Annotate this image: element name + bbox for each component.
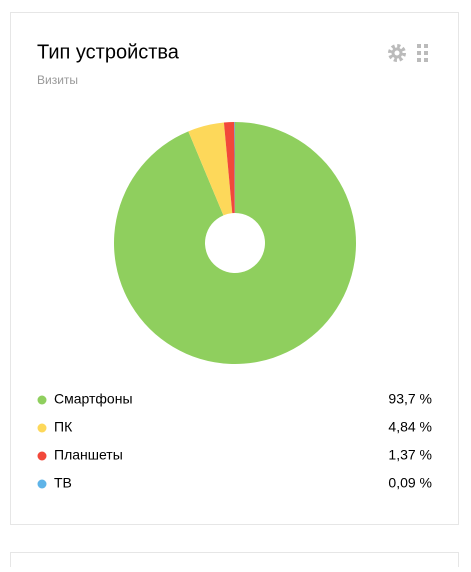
settings-icon[interactable] <box>388 44 406 62</box>
legend-value: 1,37 % <box>388 447 432 463</box>
legend-value: 93,7 % <box>388 391 432 407</box>
pie-slice <box>223 122 235 214</box>
widget-subtitle: Визиты <box>37 73 78 87</box>
pie-slice <box>234 122 235 214</box>
legend-marker <box>37 423 47 433</box>
legend-value: 4,84 % <box>388 419 432 435</box>
widget-card <box>10 12 459 525</box>
legend-marker <box>37 395 47 405</box>
drag-icon[interactable] <box>417 44 428 62</box>
legend-label: Планшеты <box>54 447 123 463</box>
legend: Смартфоны 93,7 % ПК 4,84 % Планшеты 1,37 % ТВ 0… <box>37 391 432 491</box>
next-card <box>10 552 459 567</box>
widget-title: Тип устройства <box>37 41 180 63</box>
legend-marker <box>37 479 47 489</box>
legend-label: Смартфоны <box>54 391 133 407</box>
legend-marker <box>37 451 47 461</box>
gear-teeth <box>388 44 406 62</box>
legend-label: ПК <box>54 419 73 435</box>
legend-value: 0,09 % <box>388 475 432 491</box>
gear-hole <box>394 50 400 56</box>
legend-label: ТВ <box>54 475 72 491</box>
pie-slice <box>188 122 233 216</box>
pie-slice <box>113 122 356 364</box>
pie <box>113 122 356 364</box>
